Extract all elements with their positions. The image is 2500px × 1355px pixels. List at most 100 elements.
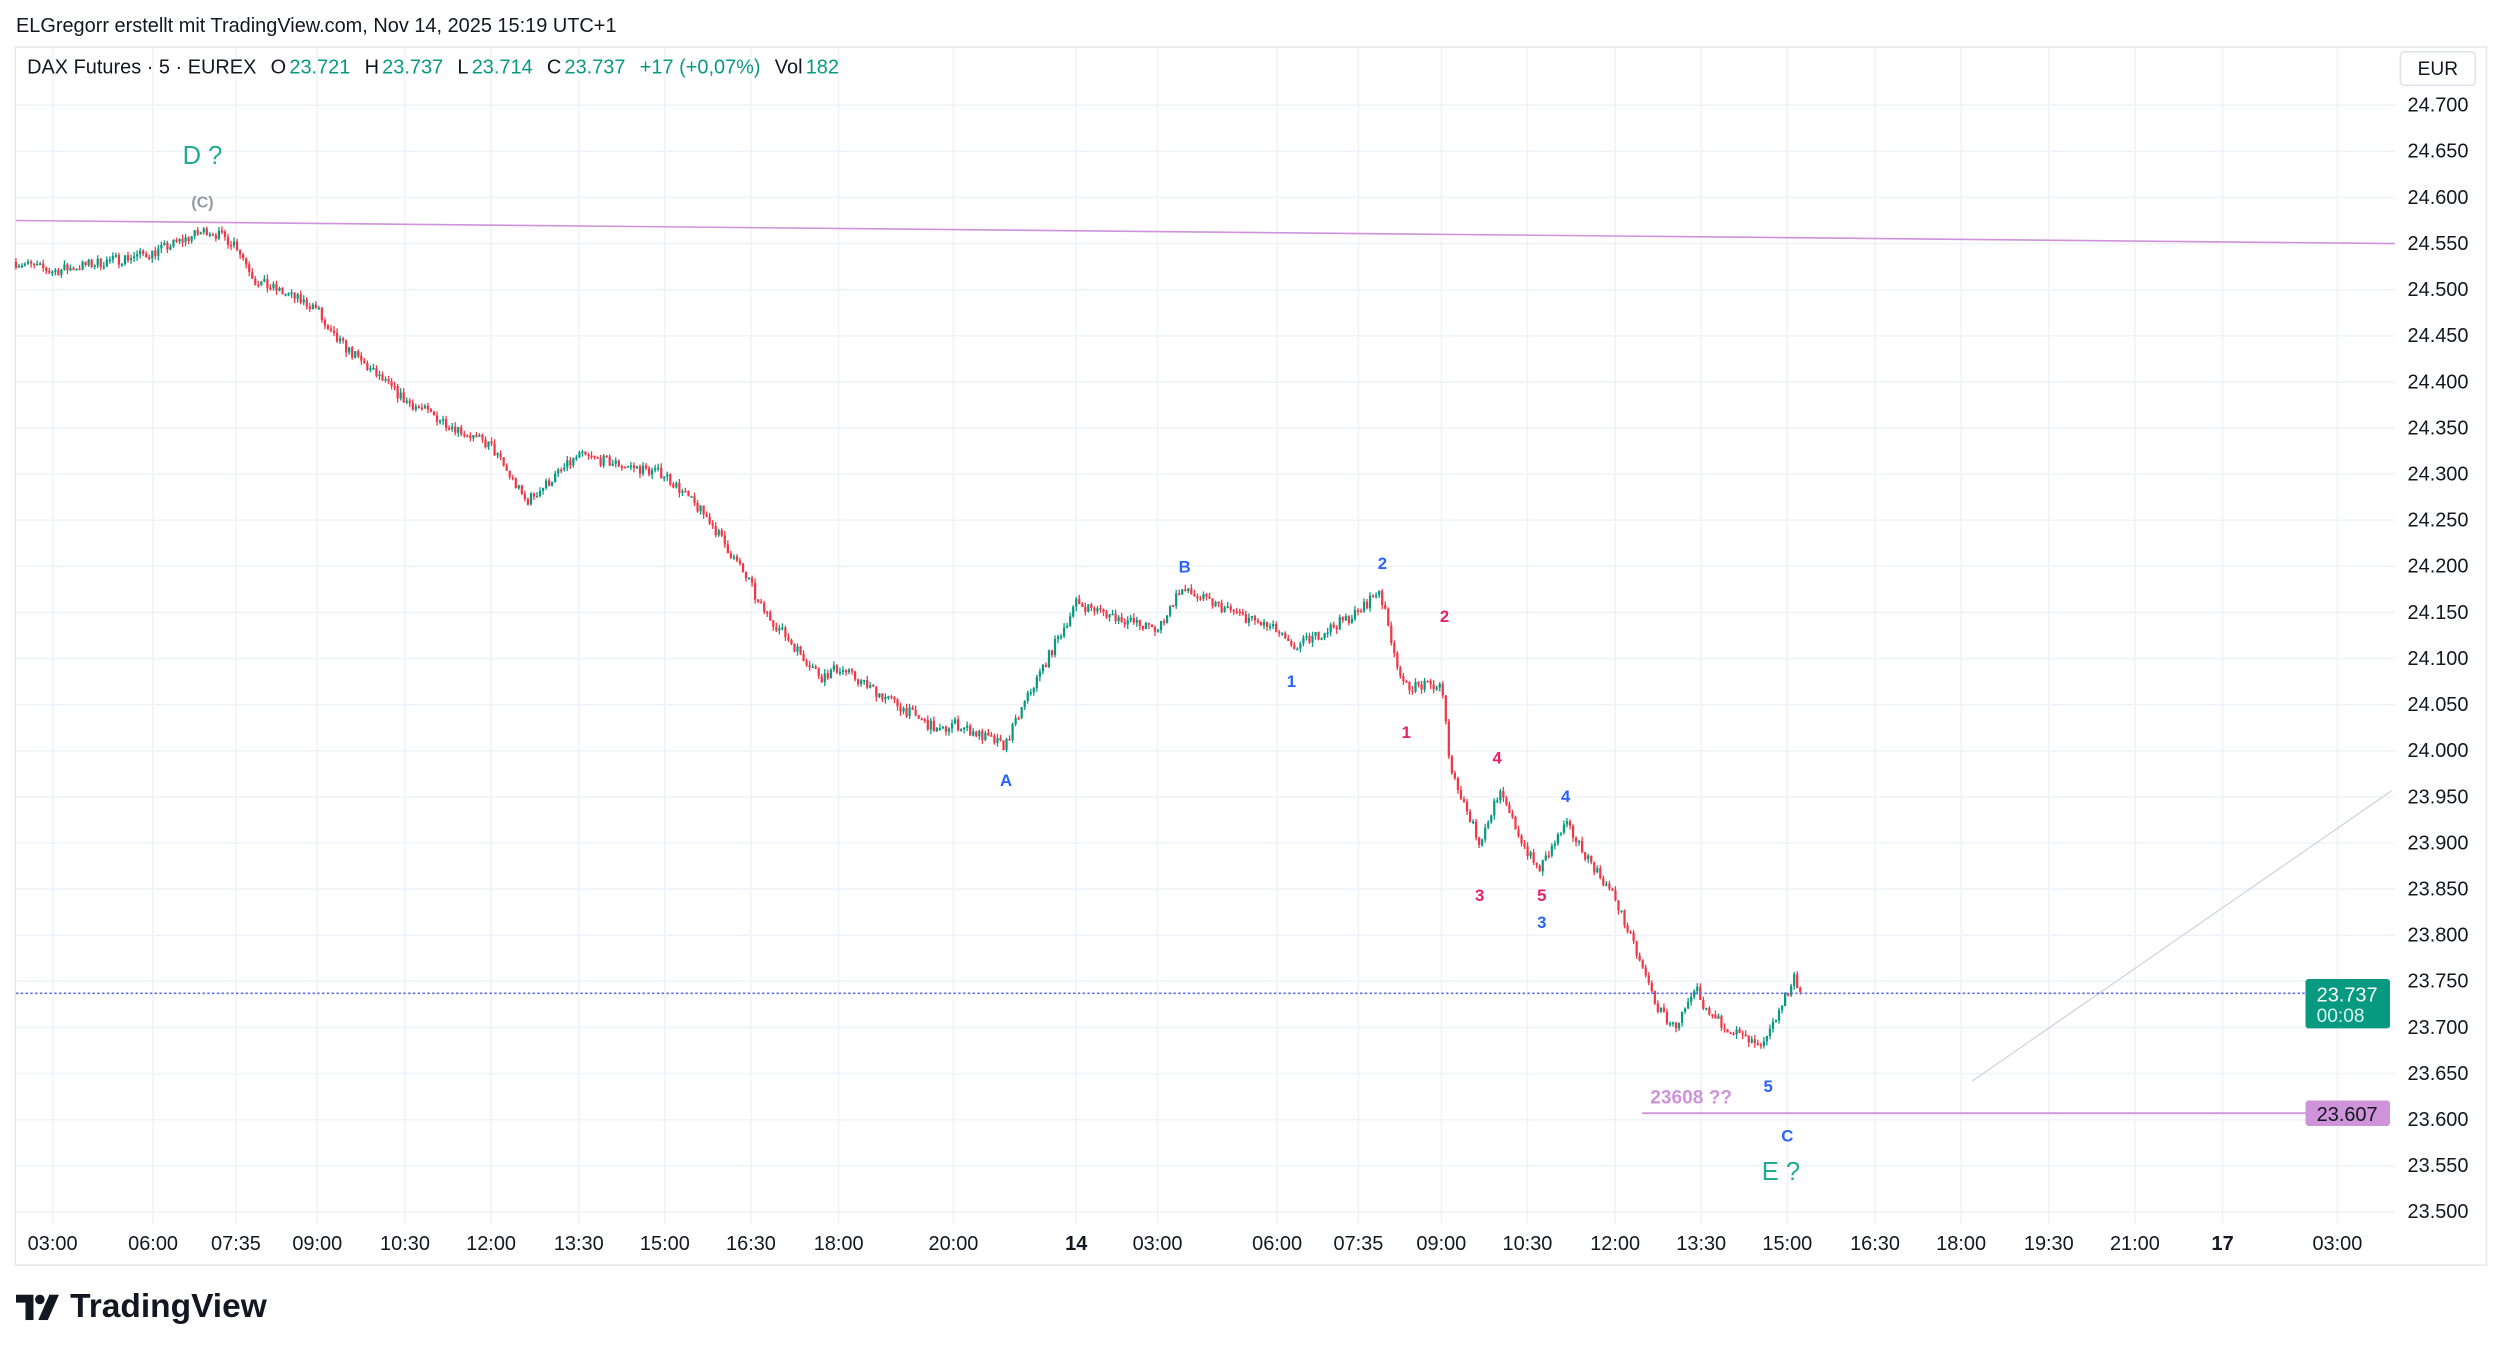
candle-down xyxy=(1190,588,1193,595)
candle-up xyxy=(451,426,454,430)
candle-down xyxy=(78,268,81,271)
candle-up xyxy=(1144,622,1148,629)
candle-down xyxy=(1474,821,1478,838)
candle-down xyxy=(320,307,324,320)
candle-down xyxy=(987,732,990,736)
candle-down xyxy=(1753,1039,1756,1044)
time-tick-label: 21:00 xyxy=(2110,1233,2160,1255)
candle-up xyxy=(1793,974,1796,986)
candle-down xyxy=(220,230,224,233)
candle-up xyxy=(472,434,475,439)
candle-up xyxy=(950,723,954,729)
open-label: O xyxy=(270,55,287,79)
candle-down xyxy=(145,253,148,258)
tradingview-logo[interactable]: TradingView xyxy=(15,1288,267,1326)
candle-down xyxy=(1741,1032,1744,1035)
candle-up xyxy=(87,259,90,265)
ray-line xyxy=(1971,790,2392,1082)
candle-down xyxy=(1447,721,1450,757)
candle-down xyxy=(1090,604,1093,608)
price-tick-label: 23.900 xyxy=(2408,832,2469,854)
candle-up xyxy=(1375,594,1378,597)
candle-down xyxy=(360,355,363,361)
candle-up xyxy=(966,725,969,728)
candle-up xyxy=(1423,680,1426,690)
candle-up xyxy=(1056,636,1060,640)
candle-down xyxy=(1256,620,1260,623)
candle-up xyxy=(93,265,96,267)
candle-up xyxy=(193,230,196,237)
candle-up xyxy=(1680,1011,1684,1023)
time-tick-label: 15:00 xyxy=(1762,1233,1812,1255)
candle-down xyxy=(1617,900,1620,911)
price-axis: 24.700 24.650 24.600 24.550 24.500 24.450 24.4… xyxy=(2408,95,2469,1224)
candle-up xyxy=(838,671,842,674)
candle-up xyxy=(666,474,669,477)
time-tick-label: 09:00 xyxy=(1416,1233,1466,1255)
candle-down xyxy=(975,731,978,737)
candle-down xyxy=(402,392,405,403)
candle-down xyxy=(1608,883,1611,889)
candle-down xyxy=(1535,862,1538,866)
candle-up xyxy=(1771,1021,1775,1029)
candle-down xyxy=(678,482,681,493)
candle-down xyxy=(638,466,642,474)
candle-down xyxy=(1523,843,1526,847)
candle-down xyxy=(1387,608,1390,626)
candle-down xyxy=(1153,627,1157,632)
candle-down xyxy=(1093,607,1096,612)
candle-up xyxy=(478,435,481,437)
candle-up xyxy=(1577,840,1581,843)
candle-up xyxy=(1499,791,1502,801)
candle-up xyxy=(1559,832,1563,835)
candle-down xyxy=(1723,1027,1726,1030)
candle-down xyxy=(1399,667,1402,677)
candle-up xyxy=(1750,1039,1753,1043)
candle-up xyxy=(372,367,375,370)
symbol-name[interactable]: DAX Futures · 5 · EUREX xyxy=(27,55,257,79)
wave-label-1: 1 xyxy=(1287,672,1296,691)
candle-down xyxy=(175,239,178,242)
candle-up xyxy=(39,263,42,266)
candle-down xyxy=(1432,684,1435,690)
candle-up xyxy=(1774,1020,1778,1023)
candle-up xyxy=(1541,860,1544,872)
candle-down xyxy=(753,582,757,600)
candle-down xyxy=(1290,641,1293,646)
time-tick-label: 09:00 xyxy=(292,1233,342,1255)
candle-down xyxy=(520,485,523,494)
candle-down xyxy=(596,457,599,459)
time-tick-label: 15:00 xyxy=(640,1233,690,1255)
candle-down xyxy=(475,434,478,437)
candle-down xyxy=(1744,1034,1747,1037)
candle-down xyxy=(493,443,496,456)
candle-up xyxy=(1214,601,1217,607)
candle-up xyxy=(1005,739,1008,751)
candle-down xyxy=(1711,1014,1714,1017)
candle-up xyxy=(399,392,402,399)
candle-down xyxy=(211,234,214,236)
time-tick-label: 10:30 xyxy=(1503,1233,1553,1255)
candle-down xyxy=(905,707,908,717)
wave-label-B: B xyxy=(1179,557,1191,576)
candle-up xyxy=(554,473,557,483)
candle-down xyxy=(1241,612,1244,615)
candle-up xyxy=(1299,643,1302,649)
candle-down xyxy=(1584,852,1587,860)
candle-down xyxy=(1426,680,1429,683)
candle-up xyxy=(1108,614,1111,618)
currency-button[interactable]: EUR xyxy=(2399,51,2477,87)
candle-up xyxy=(278,287,281,291)
candle-down xyxy=(239,249,242,255)
candle-up xyxy=(1496,800,1499,802)
time-tick-label: 06:00 xyxy=(128,1233,178,1255)
candle-down xyxy=(1417,682,1420,685)
candle-down xyxy=(299,294,302,303)
candle-down xyxy=(1441,684,1444,696)
candle-up xyxy=(1481,839,1484,846)
candle-up xyxy=(860,680,863,684)
candle-down xyxy=(341,338,345,341)
candle-up xyxy=(102,266,105,269)
candle-down xyxy=(1384,604,1387,609)
